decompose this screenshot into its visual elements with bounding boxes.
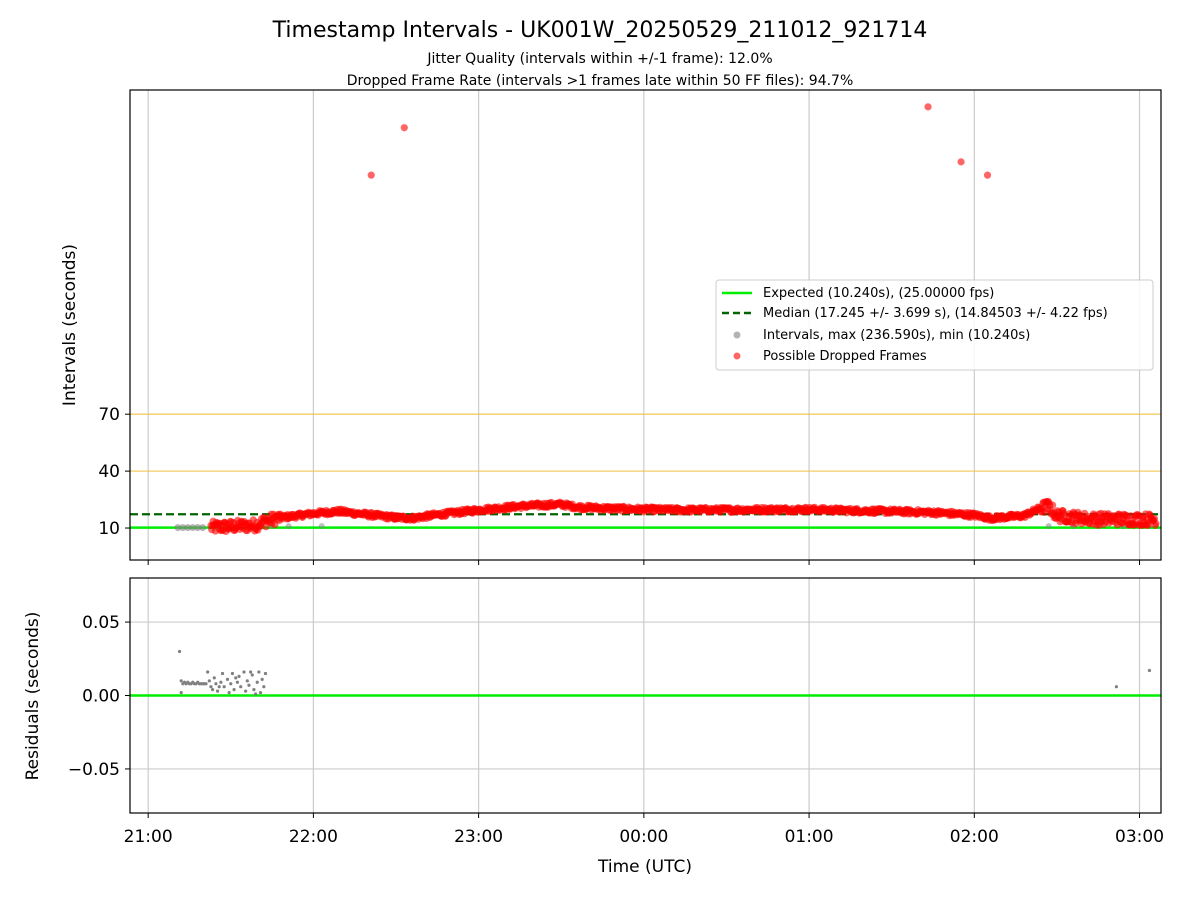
residual-point xyxy=(242,670,246,674)
legend-dropped-label: Possible Dropped Frames xyxy=(763,349,927,364)
residual-point xyxy=(257,670,261,674)
legend-box xyxy=(715,279,1154,371)
dropped-frame-point xyxy=(1049,501,1057,509)
intervals-legend: Expected (10.240s), (25.00000 fps) Media… xyxy=(715,279,1154,371)
residuals-x-ticks: 21:00 22:00 23:00 00:00 01:00 02:00 03:00 xyxy=(124,813,1164,847)
figure-subtitle-dropped: Dropped Frame Rate (intervals >1 frames … xyxy=(347,73,854,89)
residual-point xyxy=(204,682,208,686)
intervals-y-ticks: 10 40 70 xyxy=(98,405,130,539)
residuals-y-tick-label: 0.05 xyxy=(82,613,120,633)
residual-point xyxy=(214,682,218,686)
x-tick-label: 21:00 xyxy=(124,827,173,847)
x-tick-label: 03:00 xyxy=(1115,827,1164,847)
residual-point xyxy=(1114,685,1118,689)
interval-point xyxy=(318,523,325,530)
intervals-y-tick-label: 70 xyxy=(98,405,120,425)
residual-point xyxy=(179,690,183,695)
residual-point xyxy=(244,689,248,693)
residual-point xyxy=(235,680,239,684)
legend-intervals-swatch xyxy=(733,331,741,339)
dropped-frame-outlier xyxy=(983,171,992,179)
interval-point xyxy=(174,524,182,532)
intervals-panel: 10 40 70 Intervals (seconds) Expected (10.… xyxy=(60,89,1162,565)
residuals-points xyxy=(177,649,1152,696)
interval-point xyxy=(285,523,292,530)
residual-point xyxy=(237,674,241,679)
residual-point xyxy=(217,685,221,689)
intervals-y-axis-label: Intervals (seconds) xyxy=(60,244,80,406)
x-tick-label: 23:00 xyxy=(454,827,503,847)
x-axis-label: Time (UTC) xyxy=(597,857,692,877)
residual-point xyxy=(262,685,266,689)
interval-point xyxy=(199,524,207,532)
residual-point xyxy=(247,683,251,687)
dropped-frame-points xyxy=(207,103,1160,536)
residual-point xyxy=(220,671,225,676)
residual-point xyxy=(222,685,226,689)
residual-point xyxy=(245,679,249,683)
residual-point xyxy=(225,677,230,681)
residual-point xyxy=(179,679,183,683)
dropped-frame-outlier xyxy=(924,103,932,111)
residual-point xyxy=(234,676,238,680)
intervals-x-ticks xyxy=(147,560,1141,565)
residual-point xyxy=(209,685,213,689)
intervals-y-tick-label: 40 xyxy=(98,462,120,482)
interval-point xyxy=(179,524,187,532)
x-tick-label: 02:00 xyxy=(950,827,999,847)
residuals-y-tick-label: 0.00 xyxy=(82,687,120,707)
dropped-frame-point xyxy=(1152,519,1160,528)
residual-point xyxy=(212,676,216,680)
x-tick-label: 01:00 xyxy=(785,827,834,847)
residual-point xyxy=(252,688,256,692)
residual-point xyxy=(227,690,231,695)
residuals-y-axis-label: Residuals (seconds) xyxy=(23,612,43,781)
interval-point xyxy=(1045,523,1052,530)
residual-point xyxy=(215,689,220,693)
residual-point xyxy=(211,688,215,692)
residual-point xyxy=(260,677,264,681)
residual-point xyxy=(1147,668,1152,673)
interval-point xyxy=(194,524,202,532)
residual-point xyxy=(258,690,263,695)
legend-median-label: Median (17.245 +/- 3.699 s), (14.84503 +… xyxy=(763,306,1108,321)
figure-title: Timestamp Intervals - UK001W_20250529_21… xyxy=(272,18,928,43)
intervals-plot-frame xyxy=(129,89,1162,561)
residuals-y-ticks: −0.05 0.00 0.05 xyxy=(68,613,130,780)
residual-point xyxy=(207,679,211,683)
dropped-frame-outlier xyxy=(400,124,408,132)
dropped-frame-outlier xyxy=(367,171,375,179)
residual-point xyxy=(232,688,236,692)
residual-point xyxy=(177,649,182,654)
residual-point xyxy=(249,670,253,674)
interval-point xyxy=(189,524,197,532)
x-tick-label: 00:00 xyxy=(619,827,668,847)
residuals-y-tick-label: −0.05 xyxy=(68,760,120,780)
residuals-panel: −0.05 0.00 0.05 21:00 22:00 23:00 00:00 01:00 0… xyxy=(23,577,1164,877)
residual-point xyxy=(263,671,268,676)
figure-subtitle-jitter: Jitter Quality (intervals within +/-1 fr… xyxy=(426,51,772,67)
residual-point xyxy=(230,671,235,676)
residual-point xyxy=(206,670,210,674)
residual-point xyxy=(239,685,243,689)
legend-dropped-swatch xyxy=(733,352,741,360)
residual-point xyxy=(250,673,254,677)
dropped-frame-outlier xyxy=(957,158,965,166)
legend-expected-label: Expected (10.240s), (25.00000 fps) xyxy=(763,286,994,301)
intervals-y-tick-label: 10 xyxy=(98,519,120,539)
legend-intervals-label: Intervals, max (236.590s), min (10.240s) xyxy=(763,328,1030,343)
x-tick-label: 22:00 xyxy=(289,827,338,847)
residual-point xyxy=(229,682,233,686)
interval-point xyxy=(184,524,192,532)
residual-point xyxy=(253,692,258,696)
residual-point xyxy=(219,680,223,684)
residual-point xyxy=(255,680,259,684)
